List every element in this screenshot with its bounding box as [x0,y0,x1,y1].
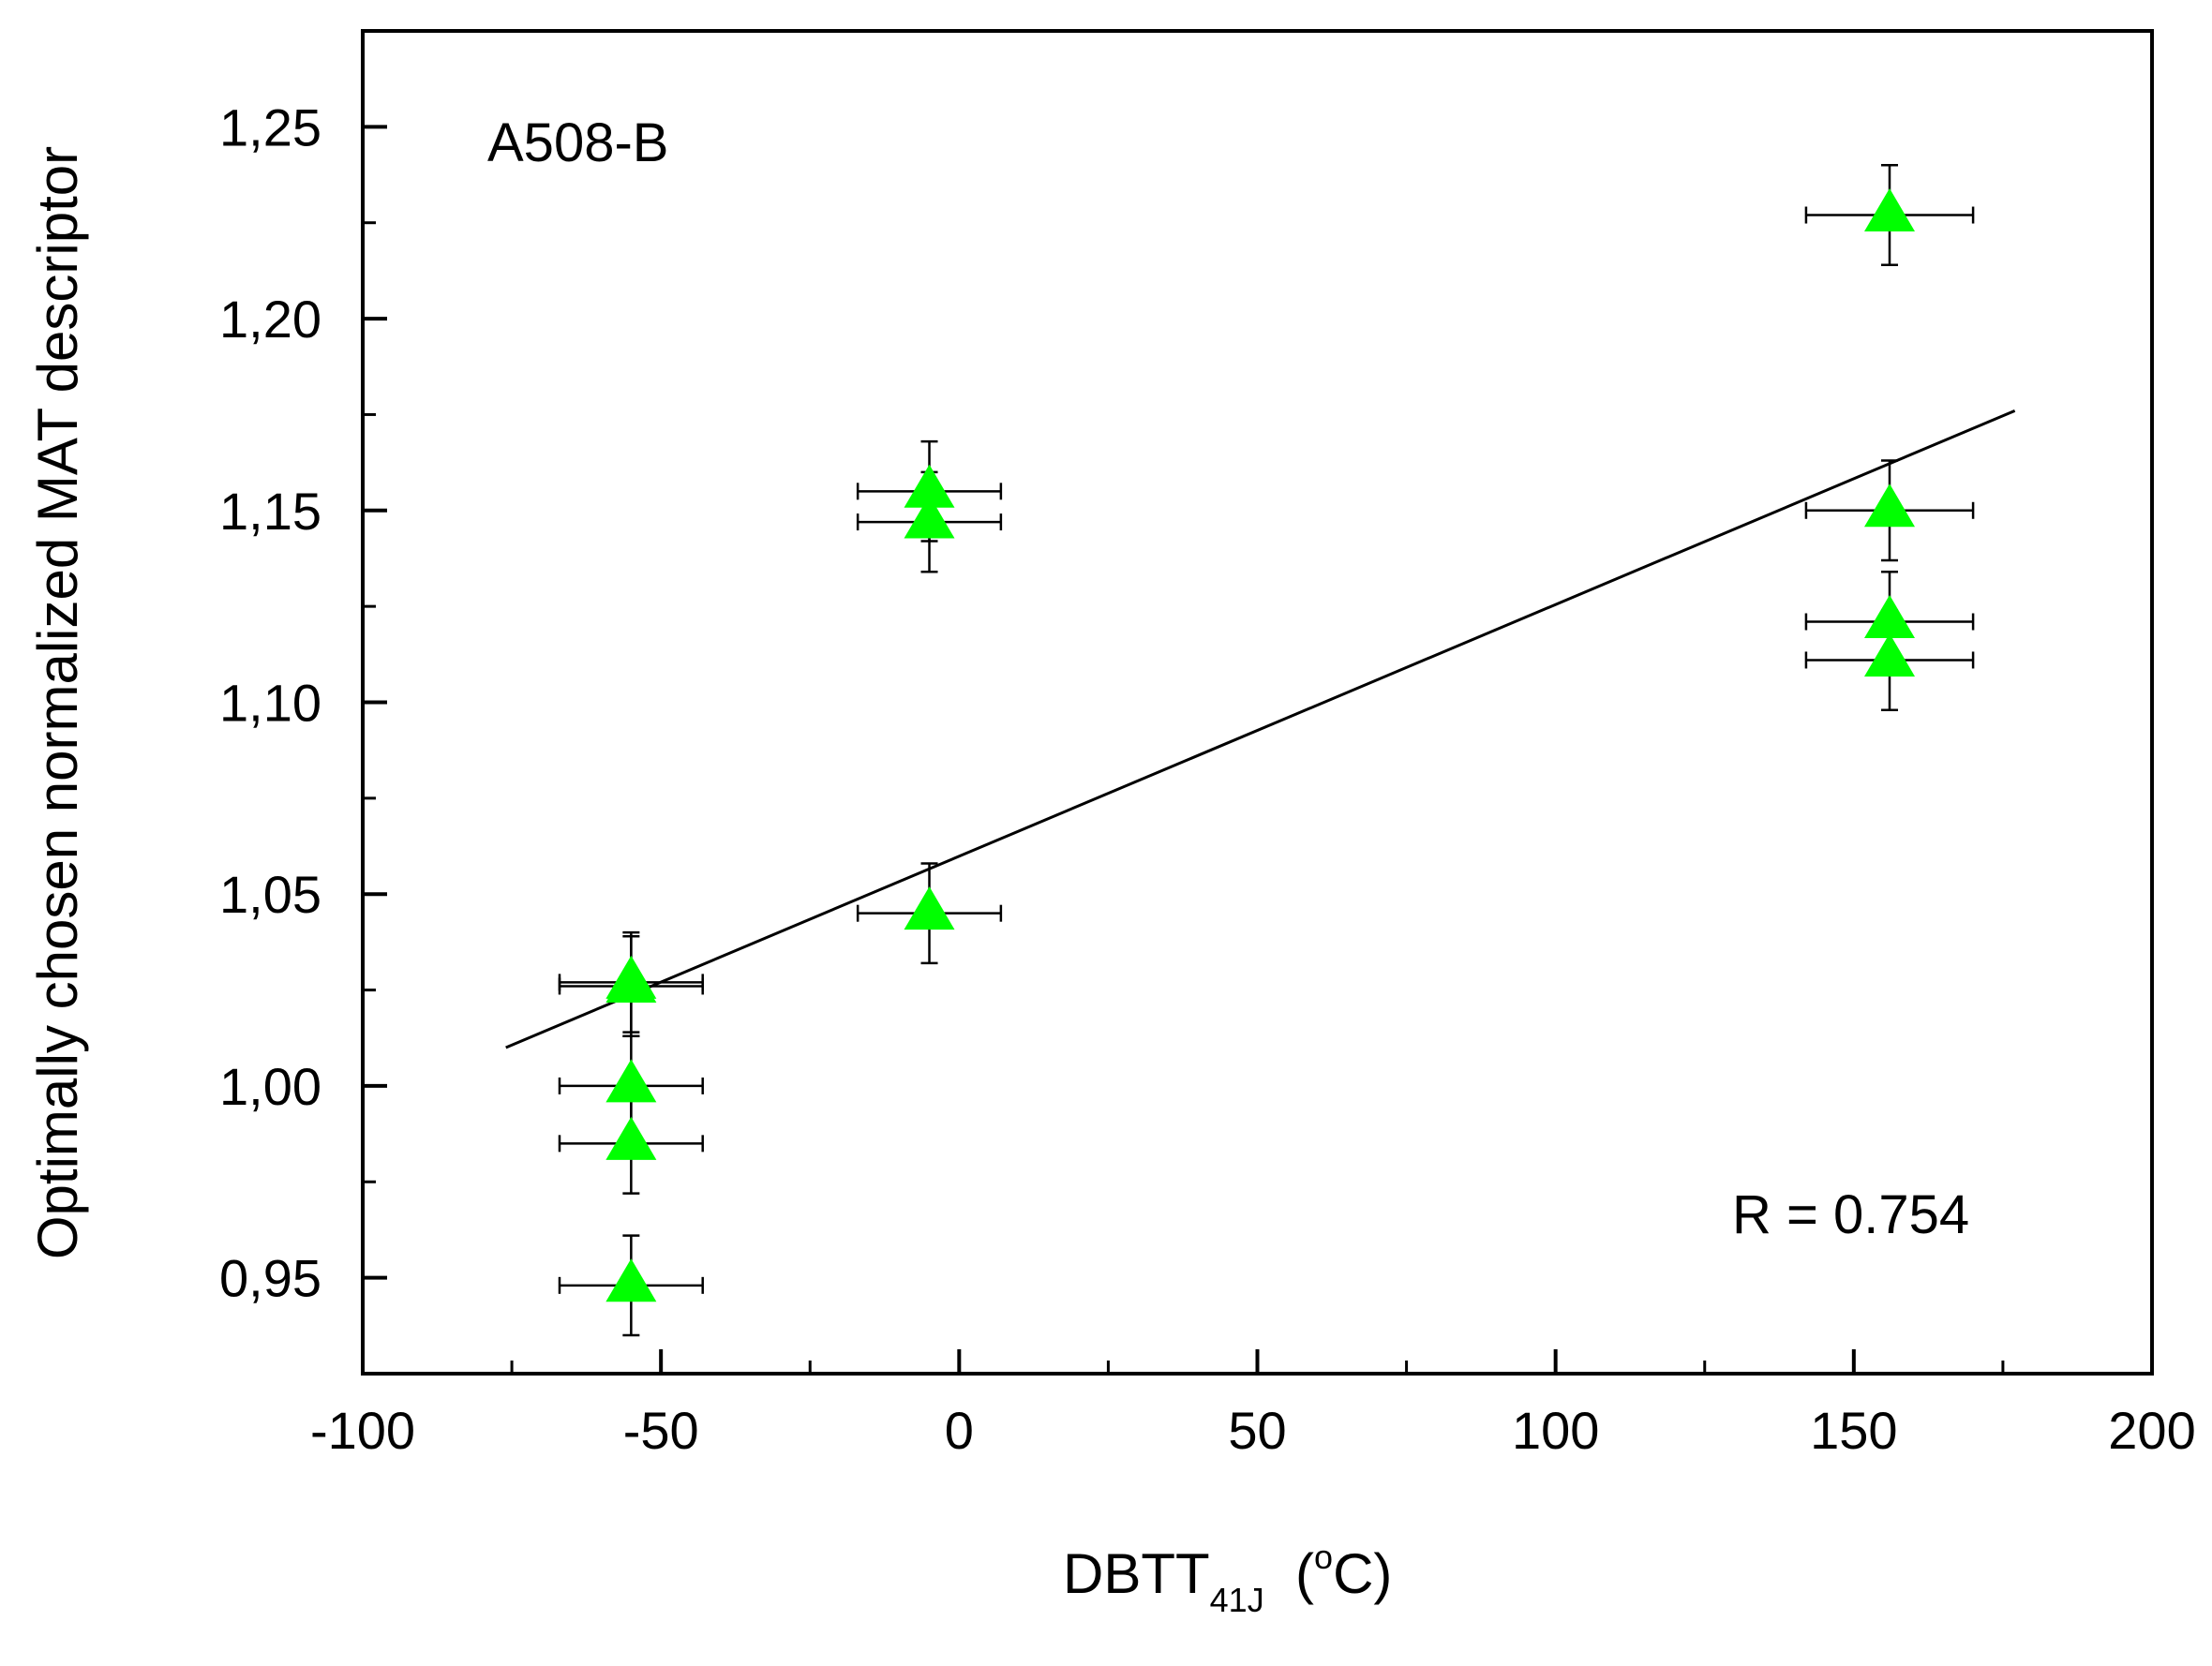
data-point [904,495,955,539]
y-tick-label: 1,15 [219,482,321,541]
fit-line [505,409,2016,1049]
axis-ticks [361,29,2154,1376]
data-point [1864,188,1916,232]
x-tick-label: 150 [1810,1401,1897,1460]
x-axis-title-unit-rest: C) [1333,1542,1392,1605]
x-tick-label: -100 [310,1401,415,1460]
annotation-correlation: R = 0.754 [1732,1184,1969,1245]
x-tick-label: 0 [945,1401,974,1460]
data-point [605,1258,657,1302]
data-point [904,464,955,508]
x-axis-title-unit-sup: o [1314,1538,1333,1576]
data-point [605,959,657,1003]
data-point [605,1116,657,1160]
x-axis-title: DBTT41J (oC) [1063,1538,1392,1619]
y-tick-label: 1,05 [219,865,321,924]
x-axis-title-subscript: 41J [1210,1581,1264,1619]
x-axis-title-main: DBTT [1063,1542,1210,1605]
x-axis-title-unit-open: ( [1264,1542,1314,1605]
y-axis-title: Optimally chosen normalized MAT descript… [26,146,89,1259]
data-point [1864,595,1916,638]
x-tick-label: 50 [1228,1401,1286,1460]
annotation-material: A508-B [487,112,668,173]
x-tick-label: 200 [2108,1401,2195,1460]
y-tick-label: 1,20 [219,290,321,349]
y-tick-label: 0,95 [219,1249,321,1308]
y-tick-label: 1,00 [219,1057,321,1116]
y-tick-label: 1,10 [219,674,321,733]
axis-tick-labels: -100 -50 0 50 100 150 200 0,95 1,00 1,05 1,10 1,15 1… [219,97,2196,1460]
data-point [904,886,955,930]
data-markers [605,188,1916,1302]
data-point [1864,632,1916,677]
data-point [605,1059,657,1103]
x-tick-label: -50 [623,1401,699,1460]
y-tick-label: 1,25 [219,97,321,156]
data-point [1864,483,1916,528]
error-bars [558,164,1975,1337]
x-tick-label: 100 [1512,1401,1599,1460]
